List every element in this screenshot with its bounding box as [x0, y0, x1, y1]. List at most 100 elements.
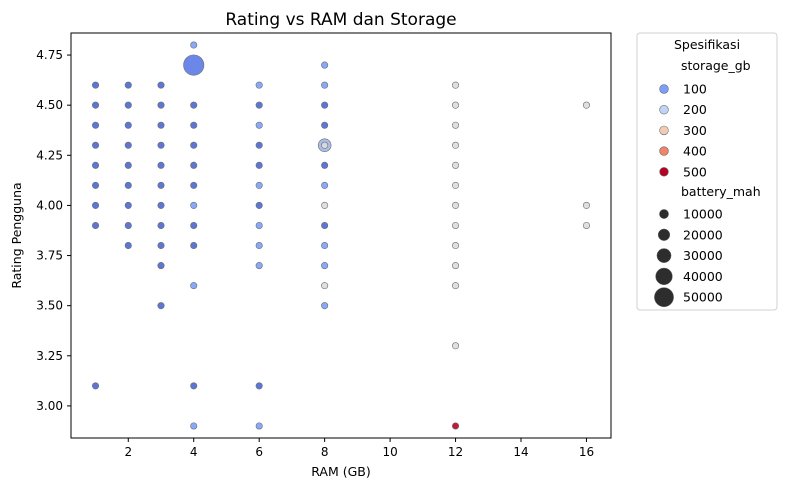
data-point [190, 141, 198, 149]
data-point [183, 54, 205, 76]
data-point [190, 41, 198, 49]
legend-title: Spesifikasi [674, 37, 740, 52]
data-point [92, 141, 100, 149]
x-tick-label: 8 [321, 445, 329, 459]
legend-label: 500 [683, 164, 707, 179]
data-point [452, 221, 460, 229]
x-axis-label: RAM (GB) [311, 464, 371, 479]
data-point [157, 101, 165, 109]
x-tick-label: 14 [513, 445, 528, 459]
data-point [157, 221, 165, 229]
data-point [92, 221, 100, 229]
data-point [157, 242, 165, 250]
legend-label: 50000 [683, 290, 723, 305]
data-point [452, 201, 460, 209]
legend-label: 30000 [683, 248, 723, 263]
legend-label: 40000 [683, 269, 723, 284]
data-point [452, 262, 460, 270]
data-point [582, 201, 590, 209]
x-tick-label: 2 [124, 445, 132, 459]
data-point [190, 201, 198, 209]
data-point [92, 382, 100, 390]
y-axis: 3.00 3.25 3.50 3.75 4.00 4.25 4.50 4.75 [36, 48, 71, 413]
data-point [157, 302, 165, 310]
y-tick-label: 3.25 [36, 349, 63, 363]
data-point [190, 221, 198, 229]
data-point [124, 121, 132, 129]
y-tick-label: 3.50 [36, 299, 63, 313]
data-point [255, 141, 263, 149]
data-point [321, 61, 329, 69]
data-point [157, 201, 165, 209]
y-tick-label: 3.75 [36, 249, 63, 263]
data-point [321, 221, 329, 229]
data-point [190, 282, 198, 290]
legend-swatch [659, 125, 669, 136]
x-tick-label: 10 [382, 445, 397, 459]
data-point [124, 101, 132, 109]
data-point [124, 201, 132, 209]
data-point [255, 201, 263, 209]
legend-swatch [659, 104, 669, 115]
legend-size-swatch [655, 267, 673, 285]
data-point [255, 262, 263, 270]
data-point [157, 141, 165, 149]
x-tick-label: 4 [190, 445, 198, 459]
data-point [92, 201, 100, 209]
y-tick-label: 4.75 [36, 48, 63, 62]
data-point [190, 422, 198, 430]
data-point [124, 242, 132, 250]
legend-size-swatch [656, 248, 672, 263]
data-point [321, 282, 329, 290]
legend-label: 200 [683, 102, 707, 117]
data-point [321, 81, 329, 89]
data-point [255, 81, 263, 89]
legend-size-swatch [654, 287, 674, 308]
legend-swatch [659, 84, 669, 94]
legend-hue-title: storage_gb [681, 58, 751, 73]
data-point [321, 262, 329, 270]
y-tick-label: 4.25 [36, 148, 63, 162]
data-point [321, 242, 329, 250]
data-point [157, 181, 165, 189]
data-point [157, 81, 165, 89]
data-point [321, 302, 329, 310]
data-point [452, 342, 460, 350]
legend-size-title: battery_mah [681, 184, 761, 199]
legend-frame [636, 32, 778, 311]
y-tick-label: 4.50 [36, 98, 63, 112]
data-point [124, 141, 132, 149]
data-point [124, 221, 132, 229]
data-point [452, 161, 460, 169]
legend-swatch [659, 146, 669, 156]
data-point [157, 262, 165, 270]
data-point [255, 382, 263, 390]
data-point [452, 101, 460, 109]
data-point [92, 121, 100, 129]
data-point [452, 422, 460, 430]
data-point [92, 101, 100, 109]
data-point [452, 121, 460, 129]
legend-swatch [659, 167, 669, 177]
data-point [255, 221, 263, 229]
y-axis-label: Rating Pengguna [9, 182, 24, 288]
data-point [157, 121, 165, 129]
data-point [190, 181, 198, 189]
points-layer [92, 41, 590, 430]
data-point [452, 141, 460, 149]
chart-title: Rating vs RAM dan Storage [225, 10, 456, 30]
data-point [255, 121, 263, 129]
data-point [582, 101, 590, 109]
data-point [452, 282, 460, 290]
data-point [321, 101, 329, 109]
legend-size-swatch [657, 228, 671, 241]
legend-label: 20000 [683, 227, 723, 242]
data-point [582, 221, 590, 229]
plot-frame [70, 32, 612, 439]
x-axis: 2 4 6 8 10 12 14 16 [124, 438, 594, 459]
x-tick-label: 6 [255, 445, 263, 459]
data-point [124, 81, 132, 89]
x-tick-label: 12 [448, 445, 463, 459]
data-point [321, 161, 329, 169]
y-tick-label: 3.00 [36, 399, 63, 413]
